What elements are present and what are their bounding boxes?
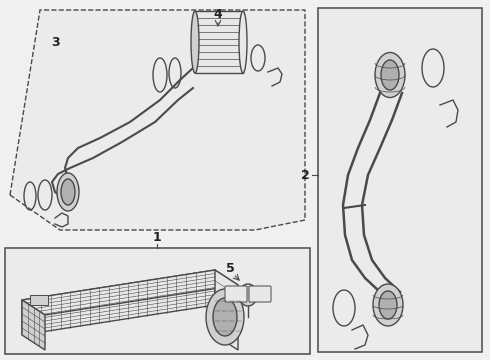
Ellipse shape xyxy=(191,11,199,73)
Ellipse shape xyxy=(373,284,403,326)
FancyBboxPatch shape xyxy=(249,286,271,302)
Text: 1: 1 xyxy=(152,231,161,244)
Polygon shape xyxy=(10,10,305,230)
Ellipse shape xyxy=(375,53,405,98)
Ellipse shape xyxy=(61,179,75,205)
Ellipse shape xyxy=(379,291,397,319)
Bar xyxy=(195,11,243,73)
Text: 5: 5 xyxy=(225,262,234,275)
Ellipse shape xyxy=(209,292,241,342)
Polygon shape xyxy=(22,300,45,350)
Bar xyxy=(318,8,482,352)
Text: 4: 4 xyxy=(214,8,222,21)
Ellipse shape xyxy=(239,284,257,306)
FancyBboxPatch shape xyxy=(225,286,247,302)
Polygon shape xyxy=(22,270,215,335)
Ellipse shape xyxy=(239,11,247,73)
Bar xyxy=(5,248,310,354)
Ellipse shape xyxy=(213,298,237,336)
Polygon shape xyxy=(215,270,238,350)
Text: 3: 3 xyxy=(50,36,59,49)
Polygon shape xyxy=(22,270,238,315)
Ellipse shape xyxy=(206,289,244,345)
Ellipse shape xyxy=(57,173,79,211)
Ellipse shape xyxy=(381,60,399,90)
Text: 2: 2 xyxy=(301,168,310,181)
FancyBboxPatch shape xyxy=(30,295,48,305)
